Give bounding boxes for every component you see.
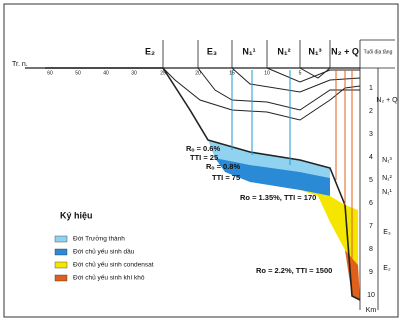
depth-unit-label: E₂ <box>383 265 391 272</box>
time-tick-label: 50 <box>75 70 81 76</box>
stratigraphy-label: N₁³ <box>308 46 321 56</box>
time-tick-label: 60 <box>47 70 53 76</box>
depth-label: 7 <box>369 223 373 230</box>
depth-label: 3 <box>369 131 373 138</box>
time-tick-label: 40 <box>103 70 109 76</box>
time-tick-label: 10 <box>264 70 270 76</box>
age-column-title: Tuổi địa tầng <box>364 48 393 55</box>
depth-label: 1 <box>369 85 373 92</box>
annotation: Ro = 1.35%, TTI = 170 <box>240 193 316 202</box>
legend-label: Đới Trưởng thành <box>73 235 125 243</box>
depth-unit: Km <box>366 307 377 314</box>
time-axis-label: Tr. n. <box>12 61 28 68</box>
legend-label: Đới chủ yếu sinh condensat <box>73 260 154 269</box>
depth-unit-label: N₁¹ <box>382 189 392 196</box>
depth-label: 6 <box>369 200 373 207</box>
burial-history-diagram: Tr. n. 60504030252015105 E₂E₃N₁¹N₁²N₁³N₂… <box>0 0 403 322</box>
stratigraphy-label: N₁² <box>277 46 290 56</box>
stratigraphy-label: E₂ <box>145 46 155 56</box>
depth-label: 8 <box>369 246 373 253</box>
legend-title: Ký hiệu <box>60 210 93 220</box>
annotation: Rₒ = 0.6% <box>186 144 220 153</box>
time-tick-label: 30 <box>131 70 137 76</box>
depth-label: 9 <box>369 269 373 276</box>
legend-label: Đới chủ yếu sinh dầu <box>73 247 135 256</box>
annotation: Ro = 2.2%, TTI = 1500 <box>256 266 332 275</box>
depth-label: 2 <box>369 108 373 115</box>
annotation: TTI = 25 <box>190 153 218 162</box>
legend-swatch <box>55 249 67 255</box>
stratigraphy-label: N₂ + Q <box>331 46 359 56</box>
legend-label: Đới chủ yếu sinh khí khô <box>73 273 145 282</box>
depth-unit-label: N₁² <box>382 175 392 182</box>
stratigraphy-label: E₃ <box>207 46 217 56</box>
time-tick-label: 20 <box>195 70 201 76</box>
annotation: TTI = 75 <box>212 173 240 182</box>
depth-label: 10 <box>367 292 375 299</box>
stratigraphy-label: N₁¹ <box>242 46 255 56</box>
legend-swatch <box>55 236 67 242</box>
legend-swatch <box>55 262 67 268</box>
annotation: Rₒ = 0.8% <box>206 162 240 171</box>
time-tick-label: 25 <box>160 70 166 76</box>
depth-label: 5 <box>369 177 373 184</box>
time-tick-label: 5 <box>299 70 302 76</box>
depth-label: 4 <box>369 154 373 161</box>
legend: Đới Trưởng thành Đới chủ yếu sinh dầu Đớ… <box>55 235 154 282</box>
depth-unit-label: E₃ <box>383 229 391 236</box>
time-tick-label: 15 <box>229 70 235 76</box>
depth-unit-label: N₁³ <box>382 157 392 164</box>
depth-unit-label: N₂ + Q <box>376 97 398 104</box>
legend-swatch <box>55 275 67 281</box>
